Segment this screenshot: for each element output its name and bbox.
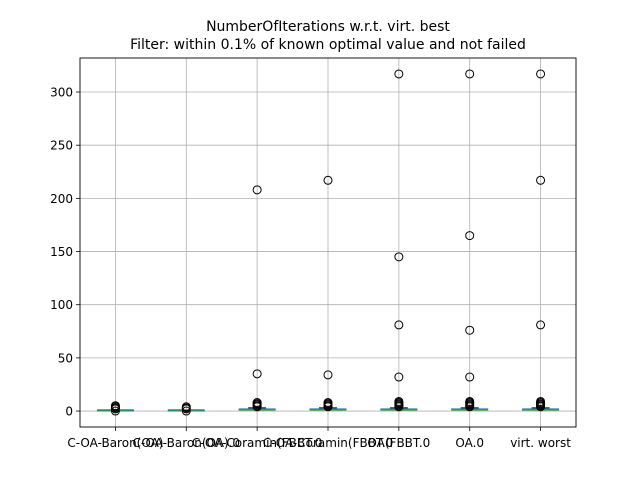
fliers xyxy=(110,69,546,416)
flier-point xyxy=(252,185,262,195)
y-tick-label: 100 xyxy=(50,298,73,312)
flier-point xyxy=(536,396,546,406)
flier-point xyxy=(465,325,475,335)
flier-point xyxy=(110,401,120,411)
y-tick-label: 50 xyxy=(58,351,73,365)
axes: 0 50 100 150 200 250 300 C-OA-Baron(OA)C-OA-Bar… xyxy=(50,57,577,450)
flier-point xyxy=(394,69,404,79)
flier-point xyxy=(536,175,546,185)
flier-point xyxy=(394,252,404,262)
flier-point xyxy=(465,69,475,79)
flier-point xyxy=(465,231,475,241)
flier-point xyxy=(181,402,191,412)
x-tick-label: C-OA-Baron(OA).0 xyxy=(132,436,240,450)
chart-subtitle: Filter: within 0.1% of known optimal val… xyxy=(130,37,526,53)
plot-frame xyxy=(79,57,577,428)
flier-point xyxy=(465,396,475,406)
flier-point xyxy=(323,175,333,185)
flier-point xyxy=(323,398,333,408)
flier-point xyxy=(394,396,404,406)
flier-point xyxy=(394,372,404,382)
flier-point xyxy=(252,369,262,379)
x-tick-label: OA(FBBT.0 xyxy=(367,436,430,450)
x-tick-label: virt. worst xyxy=(510,436,571,450)
flier-point xyxy=(323,370,333,380)
x-tick-label: C-OA-Baron(OA) xyxy=(67,436,163,450)
chart-title: NumberOfIterations w.r.t. virt. best xyxy=(206,19,450,35)
x-tick-label: C-OA-Coramin(FBBT.0 xyxy=(263,436,394,450)
y-tick-label: 200 xyxy=(50,192,73,206)
x-tick-label: OA.0 xyxy=(455,436,484,450)
flier-point xyxy=(536,320,546,330)
flier-point xyxy=(394,320,404,330)
y-tick-label: 300 xyxy=(50,86,73,100)
flier-point xyxy=(181,406,191,416)
y-tick-label: 0 xyxy=(65,405,73,419)
x-tick-label: C-OA-Coramin(FBBT.0 xyxy=(192,436,323,450)
flier-point xyxy=(252,398,262,408)
y-tick-label: 250 xyxy=(50,139,73,153)
grid xyxy=(80,58,576,427)
flier-point xyxy=(536,69,546,79)
y-tick-label: 150 xyxy=(50,245,73,259)
flier-point xyxy=(110,406,120,416)
flier-point xyxy=(465,372,475,382)
